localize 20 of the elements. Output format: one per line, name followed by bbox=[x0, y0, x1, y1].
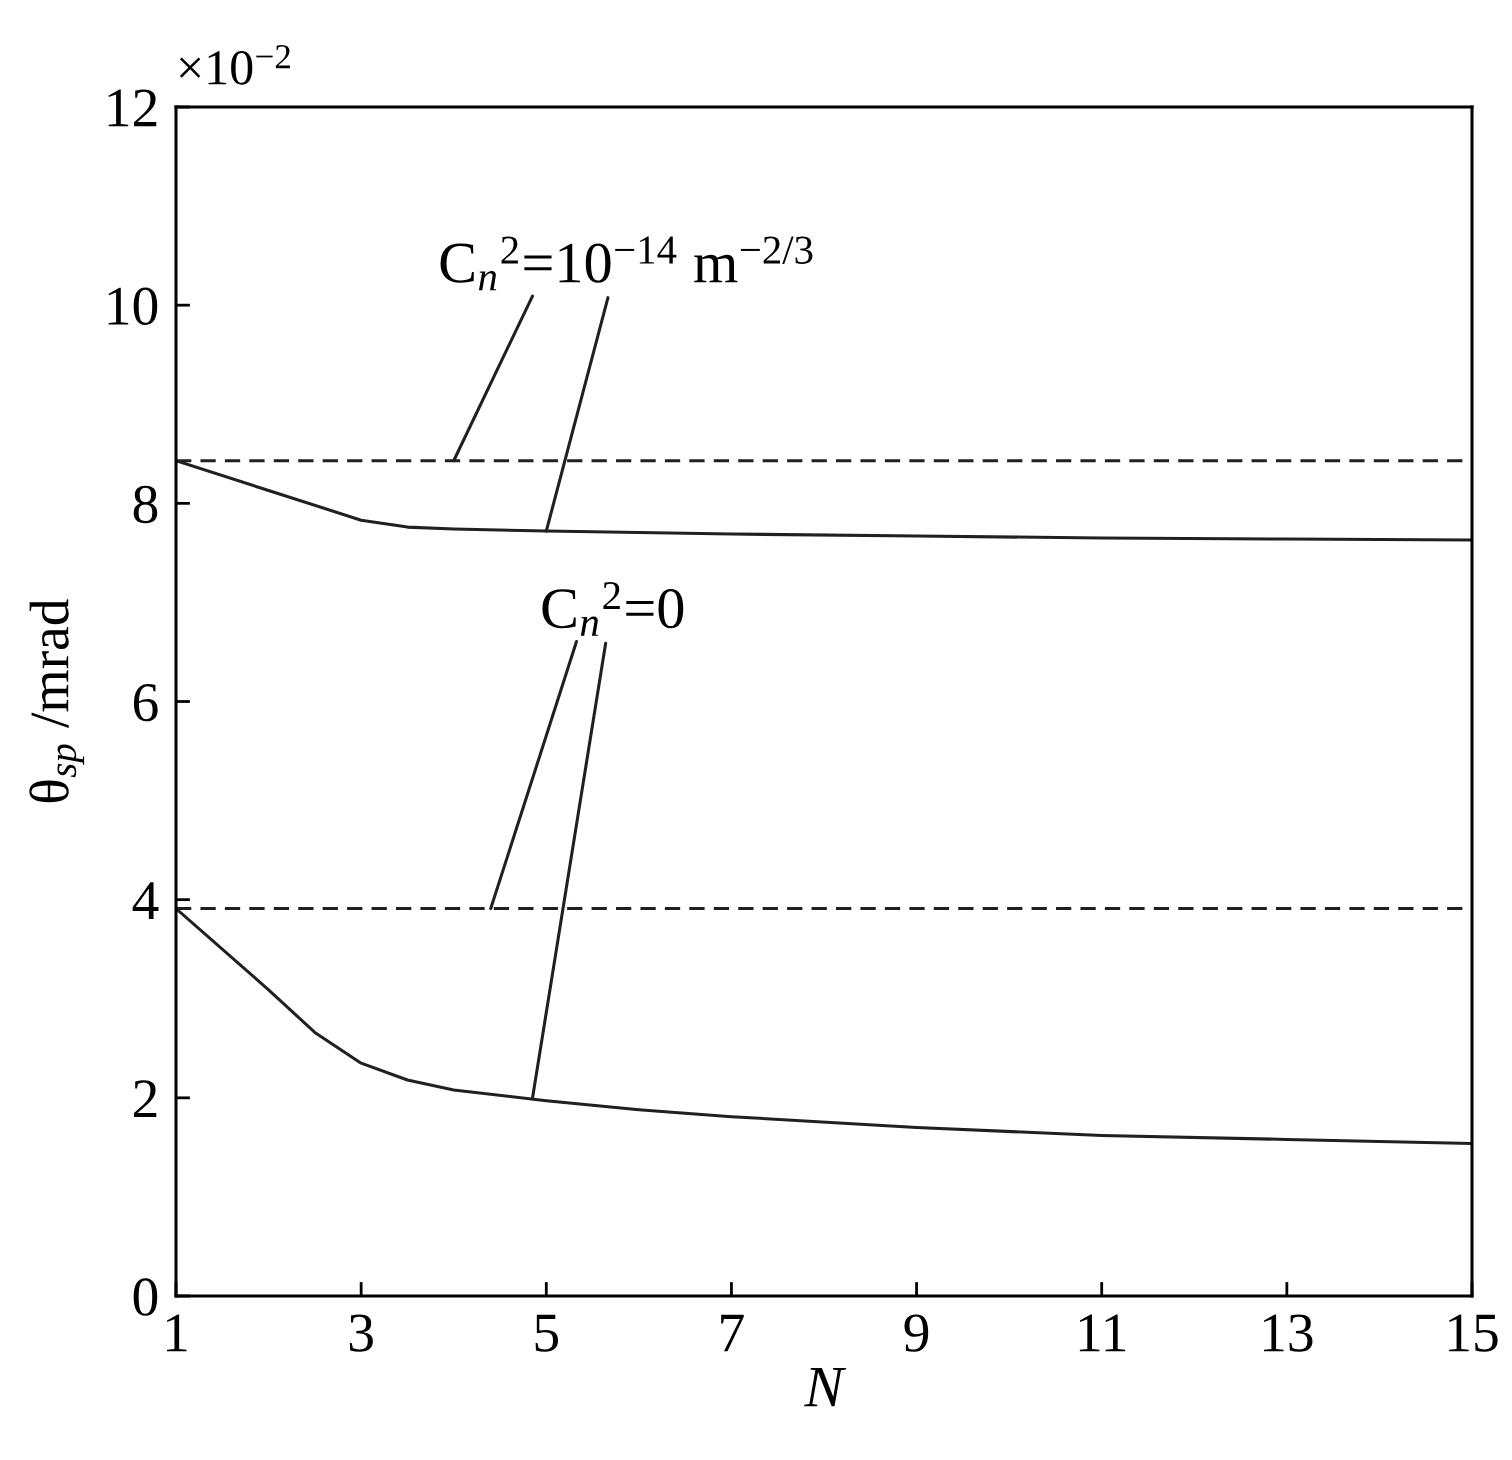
y-axis-title: θ$_{sp}$ /mrad bbox=[29, 599, 85, 803]
x-tick-label: 13 bbox=[1263, 1314, 1313, 1352]
x-tick-label: 1 bbox=[167, 1314, 187, 1352]
y-tick-label: 0 bbox=[133, 1278, 158, 1316]
x-tick-label: 9 bbox=[904, 1314, 929, 1352]
y-tick-label: 8 bbox=[133, 485, 158, 524]
x-tick-label: 11 bbox=[1079, 1314, 1126, 1352]
x-axis-title: N bbox=[804, 1368, 847, 1407]
annotation: C$_{n}$$^{2}$=0 bbox=[542, 581, 684, 636]
y-tick-label: 12 bbox=[108, 89, 157, 127]
y-tick-label: 2 bbox=[133, 1080, 157, 1118]
annotation: C$_{n}$$^{2}$=10$^{−14}$ m$^{−2/3}$ bbox=[440, 236, 813, 291]
x-tick-label: 5 bbox=[535, 1314, 558, 1352]
text: ×10$^{−2}$ bbox=[179, 44, 290, 85]
x-tick-label: 7 bbox=[721, 1314, 744, 1352]
y-tick-label: 6 bbox=[133, 683, 158, 722]
y-tick-label: 4 bbox=[132, 882, 159, 919]
x-tick-label: 15 bbox=[1449, 1314, 1498, 1352]
x-tick-label: 3 bbox=[349, 1314, 373, 1352]
y-tick-label: 10 bbox=[108, 287, 158, 325]
